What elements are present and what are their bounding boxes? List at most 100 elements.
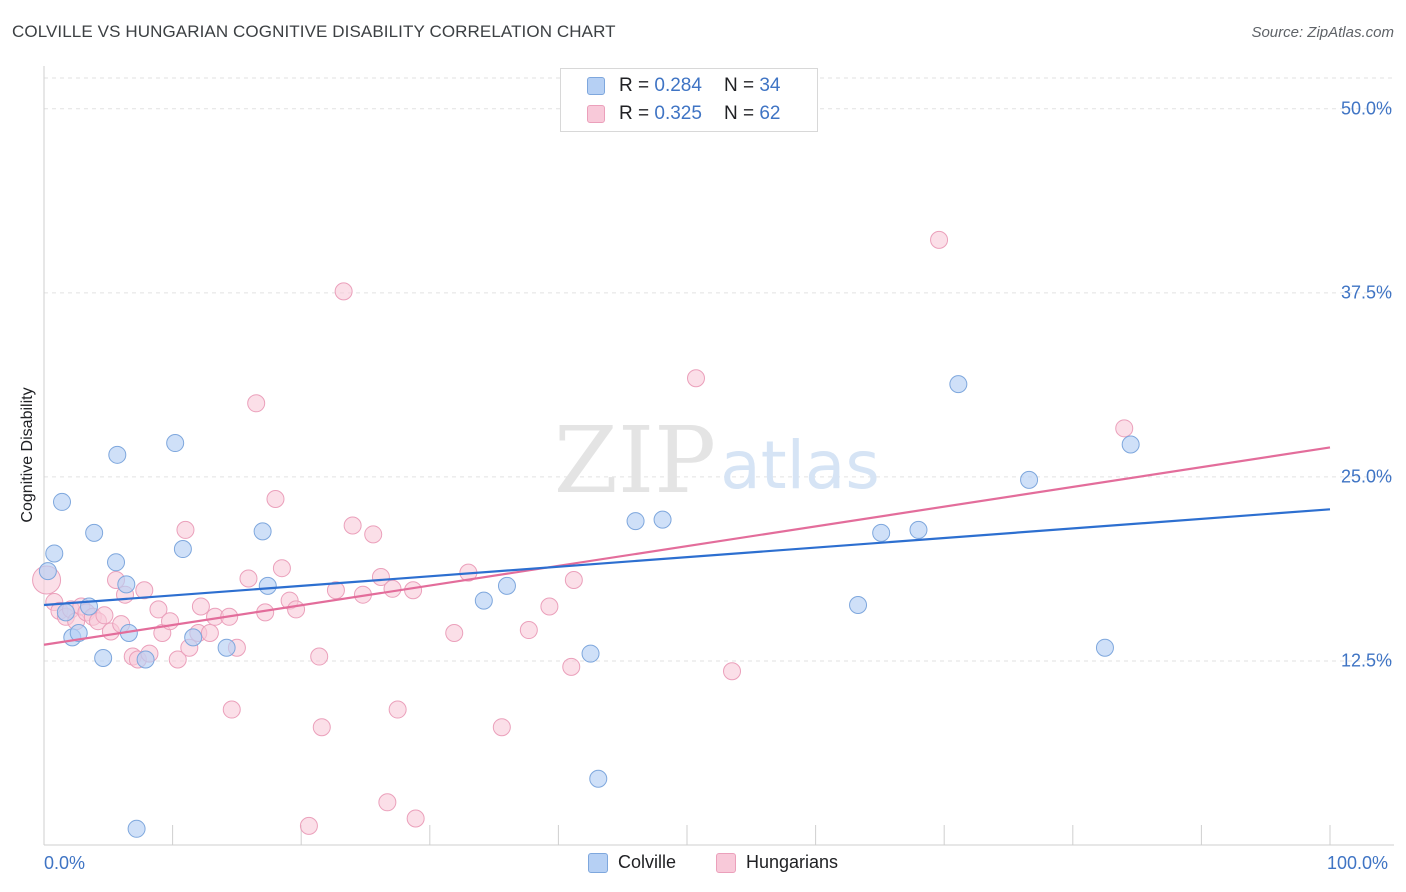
bottom-legend-hungarians-label: Hungarians [746, 852, 839, 872]
legend: R = 0.284 N = 34 R = 0.325 N = 62 [560, 68, 818, 132]
hungarians-point [564, 570, 583, 589]
colville-point [56, 603, 75, 622]
trend-lines [43, 446, 1331, 646]
hungarians-point [364, 525, 383, 544]
hungarians-trend-line [43, 446, 1331, 646]
hungarians-point [930, 230, 949, 249]
axes [43, 66, 1394, 846]
hungarians-point [492, 718, 511, 737]
hungarians-point [687, 369, 706, 388]
watermark-zip: ZIP [554, 407, 716, 514]
hungarians-point [239, 569, 258, 588]
colville-point [85, 523, 104, 542]
y-tick-label: 50.0% [1340, 98, 1392, 119]
legend-n-value: 62 [759, 103, 781, 124]
colville-point [45, 544, 64, 563]
legend-row-hungarians: R = 0.325 N = 62 [587, 103, 780, 125]
colville-point [872, 523, 891, 542]
hungarians-point [272, 559, 291, 578]
legend-r-value: 0.325 [654, 103, 702, 124]
colville-point [497, 576, 516, 595]
hungarians-point [445, 623, 464, 642]
hungarians-point [176, 520, 195, 539]
hungarians-point [519, 621, 538, 640]
colville-point [108, 445, 127, 464]
colville-point [849, 596, 868, 615]
hungarians-point [343, 516, 362, 535]
legend-n-label: N = [723, 75, 755, 96]
colville-point [127, 819, 146, 838]
hungarians-points [32, 230, 1134, 835]
y-tick-label: 25.0% [1340, 466, 1392, 487]
colville-point [69, 623, 88, 642]
colville-trend-line [43, 508, 1331, 607]
hungarians-point [383, 579, 402, 598]
colville-point [626, 512, 645, 531]
hungarians-point [200, 623, 219, 642]
colville-point [107, 553, 126, 572]
bottom-legend-colville-label: Colville [618, 852, 677, 872]
hungarians-point [191, 597, 210, 616]
hungarians-point [406, 809, 425, 828]
hungarians-swatch [587, 105, 605, 123]
hungarians-point [326, 581, 345, 600]
source-label: Source: ZipAtlas.com [1251, 24, 1394, 41]
x-tick-min: 0.0% [44, 853, 86, 873]
chart-title: COLVILLE VS HUNGARIAN COGNITIVE DISABILI… [12, 22, 616, 41]
colville-point [589, 769, 608, 788]
bottom-legend-hungarians: Hungarians [716, 852, 838, 873]
colville-point [474, 591, 493, 610]
colville-point [38, 562, 57, 581]
colville-point [173, 540, 192, 559]
hungarians-point [95, 606, 114, 625]
colville-point [166, 434, 185, 453]
legend-r-label: R = [619, 75, 650, 96]
colville-point [949, 375, 968, 394]
colville-swatch [588, 852, 608, 873]
hungarians-point [723, 662, 742, 681]
hungarians-point [1115, 419, 1134, 438]
hungarians-point [299, 816, 318, 835]
colville-point [909, 520, 928, 539]
colville-point [1121, 435, 1140, 454]
colville-point [258, 576, 277, 595]
colville-point [253, 522, 272, 541]
legend-r-label: R = [619, 103, 650, 124]
colville-points [38, 375, 1140, 838]
colville-point [53, 492, 72, 511]
colville-point [217, 638, 236, 657]
legend-n-value: 34 [759, 75, 781, 96]
hungarians-point [287, 600, 306, 619]
hungarians-point [266, 489, 285, 508]
colville-swatch [587, 77, 605, 95]
hungarians-point [388, 700, 407, 719]
colville-point [653, 510, 672, 529]
hungarians-swatch [716, 852, 736, 873]
colville-point [184, 628, 203, 647]
hungarians-point [135, 581, 154, 600]
watermark-atlas: atlas [720, 427, 880, 504]
hungarians-point [149, 600, 168, 619]
legend-r-value: 0.284 [654, 75, 702, 96]
y-tick-label: 37.5% [1340, 282, 1392, 303]
hungarians-point [247, 394, 266, 413]
legend-row-colville: R = 0.284 N = 34 [587, 75, 780, 97]
hungarians-point [404, 581, 423, 600]
hungarians-point [310, 647, 329, 666]
bottom-legend-colville: Colville [588, 852, 676, 873]
hungarians-point [562, 657, 581, 676]
colville-point [581, 644, 600, 663]
colville-point [136, 650, 155, 669]
hungarians-point [168, 650, 187, 669]
x-tick-max: 100.0% [1327, 853, 1389, 873]
hungarians-point [334, 282, 353, 301]
colville-point [1020, 470, 1039, 489]
colville-point [94, 649, 113, 668]
colville-point [117, 575, 136, 594]
hungarians-point [378, 793, 397, 812]
legend-n-label: N = [723, 103, 755, 124]
hungarians-point [222, 700, 241, 719]
colville-point [1095, 638, 1114, 657]
hungarians-point [540, 597, 559, 616]
hungarians-point [312, 718, 331, 737]
